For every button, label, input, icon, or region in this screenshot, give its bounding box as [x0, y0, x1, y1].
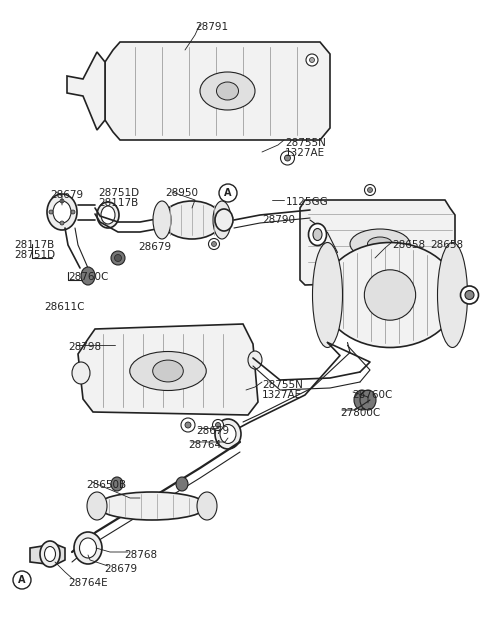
Text: 28679: 28679	[50, 190, 83, 200]
Ellipse shape	[212, 242, 216, 246]
Ellipse shape	[80, 538, 96, 558]
Text: 28791: 28791	[195, 22, 228, 32]
Text: 27800C: 27800C	[340, 408, 380, 418]
Ellipse shape	[81, 267, 95, 285]
Ellipse shape	[309, 223, 326, 246]
Ellipse shape	[310, 58, 314, 63]
Text: 1327AE: 1327AE	[285, 148, 325, 158]
Ellipse shape	[213, 201, 231, 239]
Ellipse shape	[74, 532, 102, 564]
Ellipse shape	[280, 151, 295, 165]
Text: 28679: 28679	[138, 242, 171, 252]
Text: A: A	[224, 188, 232, 198]
Ellipse shape	[87, 492, 107, 520]
Ellipse shape	[130, 351, 206, 391]
Ellipse shape	[60, 221, 64, 225]
Text: 28751D: 28751D	[98, 188, 139, 198]
Text: 28798: 28798	[68, 342, 101, 352]
Text: 28950: 28950	[165, 188, 198, 198]
Text: A: A	[18, 575, 26, 585]
Ellipse shape	[354, 390, 370, 410]
Text: 28768: 28768	[124, 550, 157, 560]
Polygon shape	[30, 544, 65, 565]
Ellipse shape	[97, 492, 207, 520]
Ellipse shape	[213, 420, 224, 430]
Ellipse shape	[153, 360, 183, 382]
Ellipse shape	[176, 477, 188, 491]
Polygon shape	[300, 200, 455, 285]
Text: 28679: 28679	[104, 564, 137, 574]
Ellipse shape	[40, 541, 60, 567]
Ellipse shape	[97, 202, 119, 228]
Text: 1327AE: 1327AE	[262, 390, 302, 400]
Text: 28755N: 28755N	[262, 380, 303, 390]
Ellipse shape	[72, 362, 90, 384]
Ellipse shape	[215, 209, 233, 231]
Ellipse shape	[312, 242, 343, 348]
Ellipse shape	[45, 546, 56, 561]
Ellipse shape	[306, 54, 318, 66]
Ellipse shape	[49, 210, 53, 214]
Text: 28658: 28658	[430, 240, 463, 250]
Text: 28611C: 28611C	[44, 302, 84, 312]
Ellipse shape	[197, 492, 217, 520]
Ellipse shape	[368, 187, 372, 192]
Ellipse shape	[111, 477, 123, 491]
Ellipse shape	[200, 72, 255, 110]
Ellipse shape	[220, 425, 236, 444]
Ellipse shape	[364, 184, 375, 196]
Text: 28760C: 28760C	[352, 390, 392, 400]
Text: 28117B: 28117B	[14, 240, 54, 250]
Ellipse shape	[360, 390, 376, 410]
Ellipse shape	[53, 201, 71, 223]
Ellipse shape	[323, 242, 457, 348]
Ellipse shape	[153, 201, 171, 239]
Polygon shape	[78, 324, 258, 415]
Ellipse shape	[71, 210, 75, 214]
Ellipse shape	[162, 201, 222, 239]
Text: 28755N: 28755N	[285, 138, 326, 148]
Ellipse shape	[350, 229, 410, 259]
Ellipse shape	[215, 419, 241, 449]
Text: 28117B: 28117B	[98, 198, 138, 208]
Ellipse shape	[101, 206, 115, 224]
Ellipse shape	[208, 239, 219, 249]
Ellipse shape	[368, 237, 393, 251]
Ellipse shape	[460, 286, 479, 304]
Ellipse shape	[248, 351, 262, 369]
Ellipse shape	[181, 418, 195, 432]
Text: 28790: 28790	[262, 215, 295, 225]
Circle shape	[219, 184, 237, 202]
Text: 28751D: 28751D	[14, 250, 55, 260]
Ellipse shape	[111, 251, 125, 265]
Polygon shape	[105, 42, 330, 140]
Text: 28764E: 28764E	[68, 578, 108, 588]
Ellipse shape	[216, 422, 220, 427]
Circle shape	[13, 571, 31, 589]
Ellipse shape	[285, 155, 290, 161]
Ellipse shape	[60, 199, 64, 203]
Ellipse shape	[185, 422, 191, 428]
Ellipse shape	[47, 194, 77, 230]
Text: 28679: 28679	[196, 426, 229, 436]
Ellipse shape	[465, 291, 474, 299]
Ellipse shape	[115, 254, 121, 261]
Text: 28650B: 28650B	[86, 480, 126, 490]
Polygon shape	[67, 52, 105, 130]
Text: 1125GG: 1125GG	[286, 197, 329, 207]
Ellipse shape	[216, 82, 239, 100]
Text: 28658: 28658	[392, 240, 425, 250]
Ellipse shape	[437, 242, 468, 348]
Ellipse shape	[364, 270, 416, 320]
Text: 28764: 28764	[188, 440, 221, 450]
Text: 28760C: 28760C	[68, 272, 108, 282]
Ellipse shape	[313, 229, 322, 241]
